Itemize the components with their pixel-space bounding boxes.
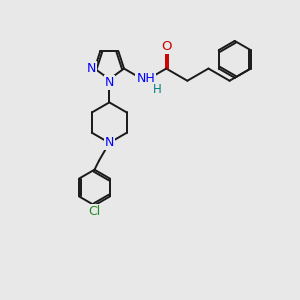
Text: N: N <box>105 76 114 89</box>
Text: O: O <box>161 40 172 53</box>
Text: N: N <box>86 62 96 75</box>
Text: N: N <box>105 136 114 149</box>
Text: Cl: Cl <box>88 206 101 218</box>
Text: NH: NH <box>136 72 155 85</box>
Text: H: H <box>153 83 162 96</box>
